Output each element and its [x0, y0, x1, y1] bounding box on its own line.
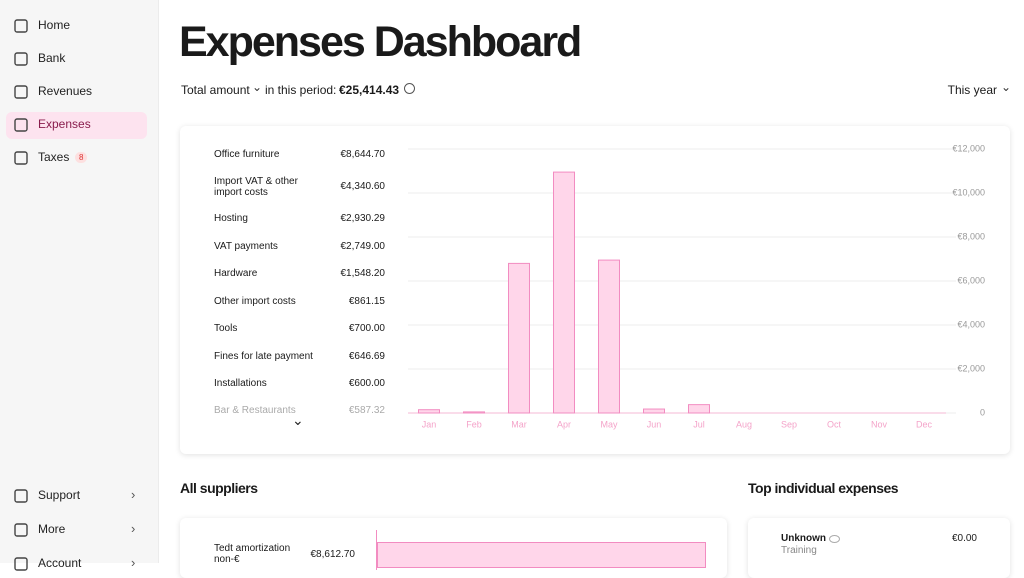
page-title: Expenses Dashboard [179, 18, 582, 66]
supplier-name[interactable]: Tedt amortization non-€ [214, 543, 291, 565]
bar [688, 404, 710, 414]
expense-category: Training [781, 545, 817, 556]
chevron: ⌄ [252, 80, 263, 94]
chevron: › [131, 487, 136, 502]
icon [14, 523, 28, 537]
category-amount: €587.32 [348, 405, 385, 416]
eye-icon [829, 535, 840, 543]
category-name[interactable]: Tools [214, 323, 238, 334]
category-name[interactable]: VAT payments [214, 241, 278, 252]
category-amount: €4,340.60 [340, 181, 386, 192]
nav-item[interactable]: Expenses [38, 117, 91, 131]
category-name[interactable]: Import VAT & other import costs [214, 176, 298, 198]
bar [463, 411, 485, 414]
icon [14, 151, 28, 165]
category-name[interactable]: Hardware [214, 268, 258, 279]
category-amount: €861.15 [348, 296, 385, 307]
y-tick-label: €8,000 [957, 231, 985, 241]
category-amount: €646.69 [348, 351, 385, 362]
x-tick-label: Mar [511, 419, 527, 429]
section-title: All suppliers [180, 480, 258, 496]
expense-amount: €0.00 [951, 533, 977, 544]
y-tick-label: €2,000 [957, 363, 985, 373]
x-tick-label: Feb [466, 419, 482, 429]
chevron: › [131, 521, 136, 536]
nav-item[interactable]: More [38, 522, 66, 536]
bar [553, 171, 575, 414]
nav-item[interactable]: Taxes [38, 150, 70, 164]
period-select[interactable]: This year [947, 83, 997, 97]
total: €25,414.43 [339, 83, 400, 97]
badge: 8 [75, 152, 88, 163]
nav-item[interactable]: Revenues [38, 84, 93, 98]
x-tick-label: Apr [557, 419, 571, 429]
icon [14, 489, 28, 503]
expense-name[interactable]: Unknown [781, 533, 826, 544]
page: Home Bank Revenues Expenses Taxes 8 Support › Mo… [0, 0, 1012, 571]
category-amount: €2,930.29 [340, 213, 386, 224]
x-tick-label: Jul [693, 419, 705, 429]
expand-chevron[interactable]: ⌄ [292, 412, 304, 428]
period-text: in this period: [265, 83, 337, 97]
active-highlight [6, 112, 147, 139]
bar [598, 259, 620, 414]
x-tick-label: Jun [647, 419, 662, 429]
bar [418, 409, 440, 414]
x-tick-label: Sep [781, 419, 797, 429]
x-tick-label: Nov [871, 419, 888, 429]
category-amount: €700.00 [348, 323, 385, 334]
chart: 0 €2,000 €4,000 €6,000 €8,000 €10,000 €12,000 J… [408, 143, 985, 429]
supplier-bar [377, 542, 706, 568]
x-tick-label: May [600, 419, 618, 429]
bar [508, 262, 530, 414]
x-tick-label: Oct [827, 419, 842, 429]
category-name[interactable]: Other import costs [214, 296, 296, 307]
axis-line [376, 530, 377, 570]
sidebar: Home Bank Revenues Expenses Taxes 8 Support › Mo… [0, 0, 159, 571]
x-tick-label: Aug [736, 419, 752, 429]
icon [14, 19, 28, 33]
nav-item[interactable]: Account [38, 556, 82, 570]
chart-card [180, 126, 1010, 454]
y-tick-label: €6,000 [957, 275, 985, 285]
y-tick-label: €12,000 [952, 143, 985, 153]
help-icon [404, 83, 415, 94]
y-tick-label: €4,000 [957, 319, 985, 329]
icon [14, 118, 28, 132]
metric-select[interactable]: Total amount [181, 83, 250, 97]
section-title: Top individual expenses [748, 480, 899, 496]
nav-item[interactable]: Bank [38, 51, 66, 65]
nav-item[interactable]: Support [38, 488, 81, 502]
nav-item[interactable]: Home [38, 18, 71, 32]
chevron: ⌄ [1001, 80, 1012, 94]
supplier-amount: €8,612.70 [310, 549, 356, 560]
icon [14, 52, 28, 66]
category-name[interactable]: Bar & Restaurants [214, 405, 296, 416]
category-amount: €600.00 [348, 378, 385, 389]
x-tick-label: Jan [422, 419, 437, 429]
x-tick-label: Dec [916, 419, 933, 429]
category-amount: €2,749.00 [340, 241, 386, 252]
category-name[interactable]: Office furniture [214, 149, 280, 160]
category-name[interactable]: Fines for late payment [214, 351, 313, 362]
y-tick-label: €10,000 [952, 187, 985, 197]
y-tick-label: 0 [980, 407, 985, 417]
category-name[interactable]: Hosting [214, 213, 248, 224]
category-name[interactable]: Installations [214, 378, 267, 389]
icon [14, 85, 28, 99]
icon [14, 557, 28, 571]
category-amount: €1,548.20 [340, 268, 386, 279]
bar [643, 408, 665, 414]
category-amount: €8,644.70 [340, 149, 386, 160]
